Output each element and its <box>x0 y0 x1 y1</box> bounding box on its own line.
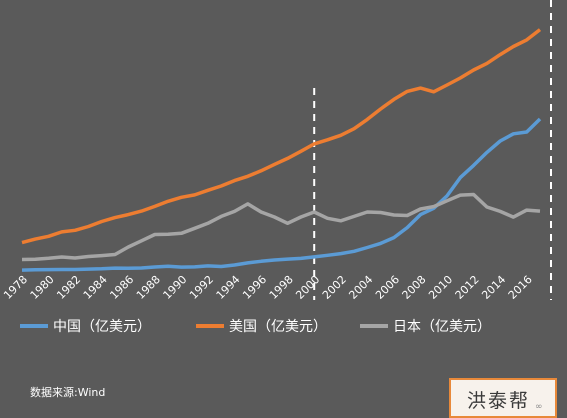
data-source-note: 数据来源:Wind <box>30 386 106 399</box>
series-layer <box>21 28 542 272</box>
legend-label-1: 美国（亿美元） <box>229 319 327 335</box>
x-tick-label: 1998 <box>267 273 296 302</box>
x-tick-label: 2008 <box>400 273 429 302</box>
x-tick-label: 2000 <box>293 273 322 302</box>
x-tick-label: 2004 <box>346 273 375 302</box>
x-tick-label: 1978 <box>1 273 30 302</box>
x-tick-label: 2002 <box>320 273 349 302</box>
x-tick-label: 1990 <box>161 273 190 302</box>
series-line-1 <box>21 28 542 245</box>
x-tick-label: 1980 <box>28 273 57 302</box>
x-tick-label: 1996 <box>240 273 269 302</box>
series-line-2 <box>21 192 541 262</box>
x-tick-label: 2012 <box>453 273 482 302</box>
x-tick-label: 2014 <box>479 273 508 302</box>
brand-badge: 洪泰帮 ∞ <box>449 378 557 418</box>
x-tick-label: 2006 <box>373 273 402 302</box>
legend: 中国（亿美元） 美国（亿美元） 日本（亿美元） <box>20 319 491 335</box>
chart: 1978198019821984198619881990199219941996… <box>1 0 552 335</box>
x-tick-label: 2010 <box>426 273 455 302</box>
legend-label-2: 日本（亿美元） <box>393 319 491 335</box>
x-tick-label: 1992 <box>187 273 216 302</box>
x-tick-label: 2016 <box>506 273 535 302</box>
x-tick-label: 1988 <box>134 273 163 302</box>
x-tick-label: 1994 <box>214 273 243 302</box>
brand-name: 洪泰帮 <box>467 390 531 412</box>
x-tick-label: 1984 <box>81 273 110 302</box>
brand-logo-icon: ∞ <box>535 402 543 412</box>
x-tick-label: 1982 <box>54 273 83 302</box>
x-tick-label: 1986 <box>107 273 136 302</box>
legend-label-0: 中国（亿美元） <box>53 319 151 335</box>
series-line-0 <box>21 117 542 272</box>
x-axis-ticks: 1978198019821984198619881990199219941996… <box>1 273 535 302</box>
